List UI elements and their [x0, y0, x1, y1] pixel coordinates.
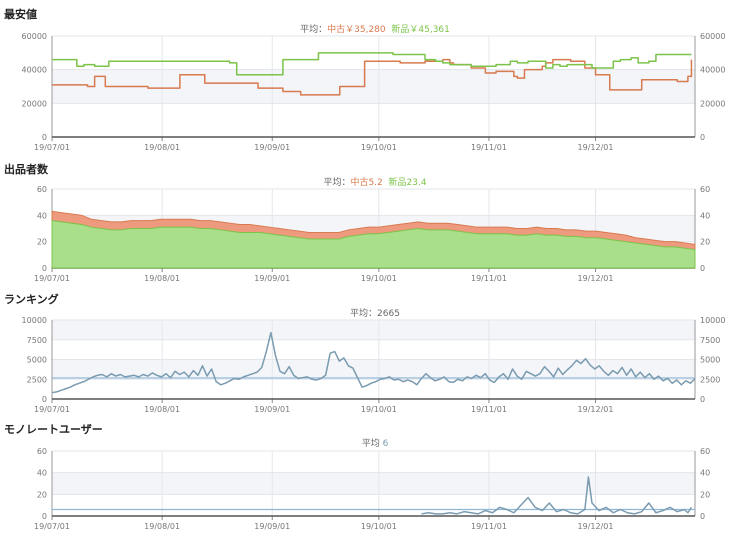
- y-tick-label-right: 10000: [700, 316, 725, 325]
- series-new-area: [51, 220, 696, 269]
- monorate-average: 平均 6: [0, 436, 750, 449]
- series-line-main: [51, 331, 696, 394]
- y-tick-label-left: 7500: [27, 336, 47, 345]
- y-tick-label-left: 20000: [22, 99, 47, 108]
- panel-title-ranking: ランキング: [4, 293, 59, 306]
- x-tick-label: 19/08/01: [144, 522, 180, 531]
- y-tick-label-right: 60: [700, 447, 710, 456]
- y-tick-label-right: 0: [700, 395, 705, 404]
- y-tick-label-right: 40: [700, 469, 710, 478]
- price-avg-used: 中古￥35,280: [327, 25, 386, 35]
- plot-band: [52, 379, 695, 399]
- x-tick-label: 19/11/01: [471, 274, 507, 283]
- y-tick-label-right: 40: [700, 211, 710, 220]
- x-tick-label: 19/12/01: [578, 274, 614, 283]
- y-tick-label-left: 2500: [27, 375, 47, 384]
- y-tick-label-left: 10000: [22, 316, 47, 325]
- y-tick-label-left: 40: [37, 469, 47, 478]
- series-line-中古: [52, 58, 693, 96]
- y-tick-label-left: 0: [42, 264, 47, 273]
- x-tick-label: 19/12/01: [578, 522, 614, 531]
- price-avg-new: 新品￥45,361: [391, 25, 450, 35]
- x-tick-label: 19/09/01: [254, 274, 290, 283]
- monorate-avg-value: 6: [382, 439, 389, 449]
- x-tick-label: 19/12/01: [578, 405, 614, 414]
- sellers-avg-used: 中古5.2: [350, 178, 383, 188]
- sellers-average: 平均：中古5.2 新品23.4: [0, 175, 750, 188]
- y-tick-label-left: 60000: [22, 32, 47, 41]
- x-tick-label: 19/10/01: [361, 405, 397, 414]
- y-tick-label-left: 5000: [27, 356, 47, 365]
- series-line-main: [421, 476, 693, 515]
- monorate-avg-label: 平均: [361, 439, 380, 449]
- x-tick-label: 19/09/01: [254, 522, 290, 531]
- plot-band: [52, 103, 695, 137]
- plot-band: [52, 339, 695, 360]
- price-average: 平均：中古￥35,280 新品￥45,361: [0, 22, 750, 35]
- y-tick-label-left: 40000: [22, 66, 47, 75]
- y-tick-label-right: 60000: [700, 32, 725, 41]
- plot-band: [52, 69, 695, 104]
- y-tick-label-right: 5000: [700, 356, 720, 365]
- plot-band: [52, 494, 695, 516]
- y-tick-label-right: 60: [700, 185, 710, 194]
- plot-band: [52, 320, 695, 340]
- y-tick-label-left: 60: [37, 185, 47, 194]
- ranking-avg-value: 2665: [377, 309, 400, 319]
- y-tick-label-right: 20: [700, 238, 710, 247]
- x-tick-label: 19/07/01: [34, 274, 70, 283]
- y-tick-label-left: 0: [42, 512, 47, 521]
- sellers-avg-label: 平均：: [323, 178, 351, 188]
- y-tick-label-right: 7500: [700, 336, 720, 345]
- panel-title-monorate: モノレートユーザー: [4, 423, 103, 436]
- x-tick-label: 19/07/01: [34, 522, 70, 531]
- x-tick-label: 19/09/01: [254, 143, 290, 152]
- x-tick-label: 19/10/01: [361, 522, 397, 531]
- panel-title-sellers: 出品者数: [4, 163, 48, 176]
- y-tick-label-right: 40000: [700, 66, 725, 75]
- x-tick-label: 19/08/01: [144, 143, 180, 152]
- x-tick-label: 19/11/01: [471, 405, 507, 414]
- y-tick-label-left: 40: [37, 211, 47, 220]
- sellers-avg-new: 新品23.4: [388, 178, 427, 188]
- x-tick-label: 19/08/01: [144, 405, 180, 414]
- plot-band: [52, 472, 695, 495]
- plot-band: [52, 189, 695, 216]
- panel-title-price: 最安値: [4, 8, 37, 21]
- x-tick-label: 19/09/01: [254, 405, 290, 414]
- x-tick-label: 19/11/01: [471, 143, 507, 152]
- x-tick-label: 19/11/01: [471, 522, 507, 531]
- ranking-avg-label: 平均：: [350, 309, 378, 319]
- ranking-average: 平均：2665: [0, 306, 750, 319]
- x-tick-label: 19/07/01: [34, 143, 70, 152]
- x-tick-label: 19/08/01: [144, 274, 180, 283]
- y-tick-label-right: 0: [700, 133, 705, 142]
- x-tick-label: 19/07/01: [34, 405, 70, 414]
- y-tick-label-left: 0: [42, 133, 47, 142]
- y-tick-label-right: 20: [700, 490, 710, 499]
- series-line-新品: [52, 52, 692, 76]
- x-tick-label: 19/10/01: [361, 274, 397, 283]
- price-avg-label: 平均：: [300, 25, 328, 35]
- y-tick-label-right: 20000: [700, 99, 725, 108]
- y-tick-label-right: 2500: [700, 375, 720, 384]
- y-tick-label-right: 0: [700, 264, 705, 273]
- y-tick-label-left: 20: [37, 490, 47, 499]
- y-tick-label-left: 20: [37, 238, 47, 247]
- plot-band: [52, 451, 695, 473]
- x-tick-label: 19/10/01: [361, 143, 397, 152]
- y-tick-label-left: 0: [42, 395, 47, 404]
- y-tick-label-right: 0: [700, 512, 705, 521]
- x-tick-label: 19/12/01: [578, 143, 614, 152]
- y-tick-label-left: 60: [37, 447, 47, 456]
